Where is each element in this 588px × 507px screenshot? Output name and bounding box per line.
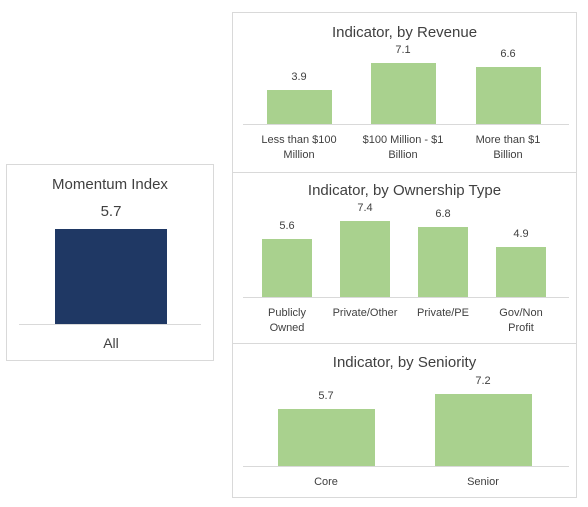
x-axis-line xyxy=(19,324,201,325)
data-label: 7.4 xyxy=(357,202,373,214)
bar xyxy=(340,221,390,297)
x-tick-label: Gov/Non Profit xyxy=(499,307,543,334)
data-label: 6.8 xyxy=(435,208,451,221)
bar xyxy=(55,229,167,324)
x-tick-label: Publicly Owned xyxy=(268,307,306,334)
x-tick-label: Private/Other xyxy=(332,307,398,319)
bar xyxy=(418,227,468,297)
chart-title: Indicator, by Ownership Type xyxy=(307,182,502,199)
x-tick-label: More than $1 Billion xyxy=(475,134,541,161)
data-label: 5.7 xyxy=(100,203,122,220)
data-label: 7.2 xyxy=(475,375,491,387)
x-tick-label: Less than $100 Million xyxy=(261,134,337,161)
x-axis-line xyxy=(243,297,569,298)
bar xyxy=(434,394,532,466)
bar xyxy=(475,67,541,124)
x-axis-line xyxy=(243,466,569,467)
x-tick-label: Senior xyxy=(467,476,499,488)
chart-title: Indicator, by Seniority xyxy=(332,354,477,371)
data-label: 6.6 xyxy=(500,48,516,61)
x-tick-label: All xyxy=(103,335,119,351)
bar xyxy=(266,90,332,124)
chart-panel: Indicator, by Seniority 5.7 Core 7.2 Senior xyxy=(232,343,577,498)
data-label: 5.7 xyxy=(318,390,334,402)
data-label: 7.1 xyxy=(395,44,411,56)
chart-title: Indicator, by Revenue xyxy=(331,24,478,41)
bar xyxy=(262,239,312,297)
bar xyxy=(370,63,436,124)
x-axis-line xyxy=(243,124,569,125)
x-tick-label: $100 Million - $1 Billion xyxy=(362,134,444,161)
chart-panel: Momentum Index 5.7 All xyxy=(6,164,214,361)
chart-panel: Indicator, by Ownership Type 5.6 Publicly … xyxy=(232,172,577,344)
data-label: 3.9 xyxy=(291,71,307,84)
data-label: 5.6 xyxy=(279,220,295,233)
x-tick-label: Core xyxy=(314,476,338,488)
chart-title: Momentum Index xyxy=(52,176,168,193)
data-label: 4.9 xyxy=(513,227,529,240)
x-tick-label: Private/PE xyxy=(417,307,469,319)
chart-panel: Indicator, by Revenue 3.9 Less than $100 M… xyxy=(232,12,577,173)
bar xyxy=(277,409,375,466)
bar xyxy=(496,246,546,297)
